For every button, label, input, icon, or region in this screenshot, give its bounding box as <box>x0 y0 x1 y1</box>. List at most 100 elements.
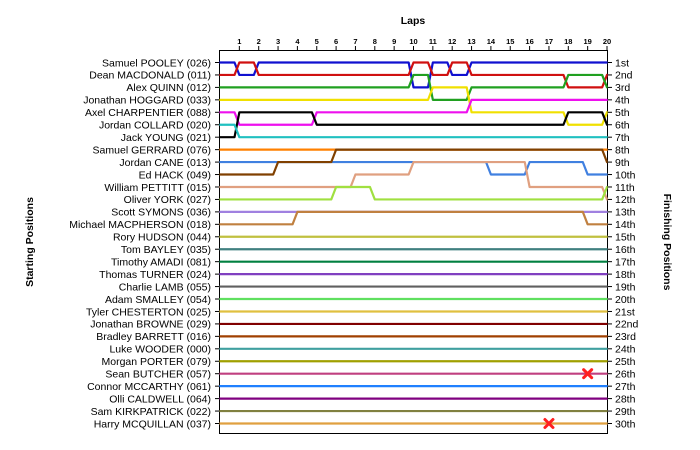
series-line-7 <box>218 123 609 139</box>
driver-label-10: Ed HACK (049) <box>139 169 211 181</box>
finish-label-29: 29th <box>615 406 636 418</box>
finish-label-28: 28th <box>615 393 636 405</box>
finish-label-15: 15th <box>615 232 636 244</box>
series-line-12 <box>218 185 609 201</box>
driver-label-11: William PETTITT (015) <box>104 182 211 194</box>
lap-label-20: 20 <box>603 37 611 46</box>
retirement-markers <box>543 368 594 429</box>
finish-label-13: 13th <box>615 207 636 219</box>
driver-label-1: Samuel POOLEY (026) <box>102 57 211 69</box>
finish-label-21: 21st <box>615 306 635 318</box>
x-axis-title: Laps <box>401 15 426 27</box>
lap-label-2: 2 <box>257 37 261 46</box>
finish-label-7: 7th <box>615 132 630 144</box>
driver-label-22: Jonathan BROWNE (029) <box>90 319 211 331</box>
driver-label-14: Michael MACPHERSON (018) <box>69 219 211 231</box>
finish-label-4: 4th <box>615 95 630 107</box>
finish-label-24: 24th <box>615 344 636 356</box>
finish-label-22: 22nd <box>615 319 639 331</box>
finish-label-9: 9th <box>615 157 630 169</box>
driver-label-6: Jordan COLLARD (020) <box>99 120 211 132</box>
finish-label-3: 3rd <box>615 82 630 94</box>
driver-label-2: Dean MACDONALD (011) <box>89 70 211 82</box>
driver-label-3: Alex QUINN (012) <box>126 82 211 94</box>
lap-label-10: 10 <box>409 37 417 46</box>
finish-label-27: 27th <box>615 381 636 393</box>
driver-label-28: Olli CALDWELL (064) <box>109 393 211 405</box>
driver-label-24: Luke WOODER (000) <box>109 344 211 356</box>
finish-label-1: 1st <box>615 57 629 69</box>
driver-label-16: Tom BAYLEY (035) <box>121 244 211 256</box>
driver-label-20: Adam SMALLEY (054) <box>105 294 211 306</box>
lap-label-9: 9 <box>392 37 396 46</box>
driver-label-17: Timothy AMADI (081) <box>111 256 211 268</box>
finish-label-30: 30th <box>615 418 636 430</box>
driver-label-26: Sean BUTCHER (057) <box>105 369 211 381</box>
driver-label-5: Axel CHARPENTIER (088) <box>85 107 211 119</box>
driver-label-19: Charlie LAMB (055) <box>119 281 211 293</box>
finishing-position-labels: 1st2nd3rd4th5th6th7th8th9th10th11th12th1… <box>615 57 639 430</box>
lap-label-15: 15 <box>506 37 514 46</box>
finish-label-2: 2nd <box>615 70 633 82</box>
lap-label-3: 3 <box>276 37 280 46</box>
y-axis-title-left: Starting Positions <box>24 197 36 287</box>
y-axis-title-right: Finishing Positions <box>661 194 673 291</box>
lap-label-12: 12 <box>448 37 456 46</box>
axis-ticks <box>215 46 612 424</box>
finish-label-18: 18th <box>615 269 636 281</box>
finish-label-19: 19th <box>615 281 636 293</box>
driver-label-8: Samuel GERRARD (076) <box>93 144 211 156</box>
finish-label-10: 10th <box>615 169 636 181</box>
finish-label-17: 17th <box>615 256 636 268</box>
lap-label-11: 11 <box>429 37 437 46</box>
driver-label-9: Jordan CANE (013) <box>119 157 211 169</box>
retirement-x-icon-1 <box>582 368 594 380</box>
driver-label-13: Scott SYMONS (036) <box>111 207 211 219</box>
lap-label-16: 16 <box>525 37 533 46</box>
driver-label-7: Jack YOUNG (021) <box>121 132 211 144</box>
lap-label-18: 18 <box>564 37 572 46</box>
series-line-1 <box>218 61 609 89</box>
lap-label-1: 1 <box>237 37 241 46</box>
series-line-11 <box>218 160 609 201</box>
lap-label-4: 4 <box>295 37 300 46</box>
lap-tick-labels: 1 2 3 4 5 6 7 8 9 10 11 12 13 14 15 16 17 18 19 20 <box>237 37 611 46</box>
driver-label-12: Oliver YORK (027) <box>124 194 211 206</box>
finish-label-6: 6th <box>615 120 630 132</box>
finish-label-16: 16th <box>615 244 636 256</box>
retirement-x-icon-2 <box>543 418 555 429</box>
finish-label-8: 8th <box>615 144 630 156</box>
series-line-10 <box>218 148 609 176</box>
finish-label-23: 23rd <box>615 331 636 343</box>
driver-label-29: Sam KIRKPATRICK (022) <box>91 406 211 418</box>
driver-label-21: Tyler CHESTERTON (025) <box>86 306 211 318</box>
driver-label-15: Rory HUDSON (044) <box>113 232 211 244</box>
lap-label-14: 14 <box>487 37 496 46</box>
series-line-14 <box>218 210 609 226</box>
driver-label-30: Harry MCQUILLAN (037) <box>94 418 211 430</box>
series-line-3 <box>218 73 609 101</box>
finish-label-11: 11th <box>615 182 635 194</box>
finish-label-5: 5th <box>615 107 630 119</box>
series-line-5 <box>218 98 609 126</box>
lap-label-5: 5 <box>315 37 319 46</box>
lap-label-13: 13 <box>467 37 475 46</box>
series-line-2 <box>218 61 609 89</box>
driver-label-18: Thomas TURNER (024) <box>99 269 211 281</box>
series-line-6 <box>218 111 609 139</box>
finish-label-26: 26th <box>615 369 636 381</box>
series-lines <box>218 61 609 425</box>
plot-frame <box>219 50 608 434</box>
lap-label-8: 8 <box>373 37 377 46</box>
lap-label-17: 17 <box>545 37 553 46</box>
lap-label-7: 7 <box>353 37 357 46</box>
lap-label-6: 6 <box>334 37 338 46</box>
finish-label-20: 20th <box>615 294 636 306</box>
lap-label-19: 19 <box>583 37 591 46</box>
driver-label-27: Connor MCCARTHY (061) <box>87 381 211 393</box>
driver-label-25: Morgan PORTER (079) <box>101 356 211 368</box>
finish-label-25: 25th <box>615 356 636 368</box>
driver-label-23: Bradley BARRETT (016) <box>96 331 211 343</box>
